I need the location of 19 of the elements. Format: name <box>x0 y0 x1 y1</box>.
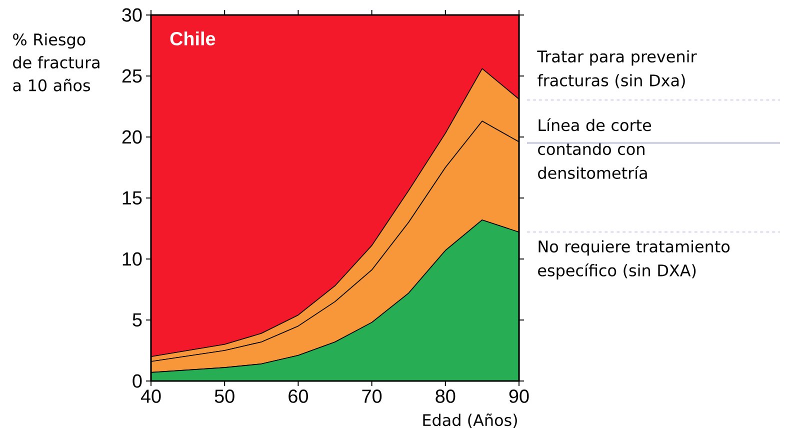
y-axis-title: % Riesgo de fractura a 10 años <box>13 33 100 92</box>
x-axis-title: Edad (Años) <box>423 414 517 428</box>
x-tick-label: 50 <box>214 390 234 403</box>
x-tick-label: 80 <box>436 390 456 403</box>
text: Línea de corte contando con densitometría <box>538 118 652 179</box>
y-tick-label: 30 <box>122 8 142 22</box>
y-tick-label: 0 <box>132 374 142 388</box>
x-tick-label: 90 <box>509 390 529 403</box>
text: Chile <box>170 32 216 46</box>
y-tick-label: 25 <box>122 69 142 83</box>
text: Tratar para prevenir fracturas (sin Dxa) <box>537 50 697 88</box>
x-tick-label: 60 <box>288 390 308 403</box>
y-tick-label: 5 <box>132 313 142 327</box>
y-tick-label: 15 <box>122 191 142 205</box>
text: No requiere tratamiento específico (sin DXA) <box>538 240 730 280</box>
y-tick-label: 20 <box>122 130 142 144</box>
y-tick-label: 10 <box>122 252 142 266</box>
x-tick-label: 40 <box>140 390 161 403</box>
x-tick-label: 70 <box>362 390 382 403</box>
